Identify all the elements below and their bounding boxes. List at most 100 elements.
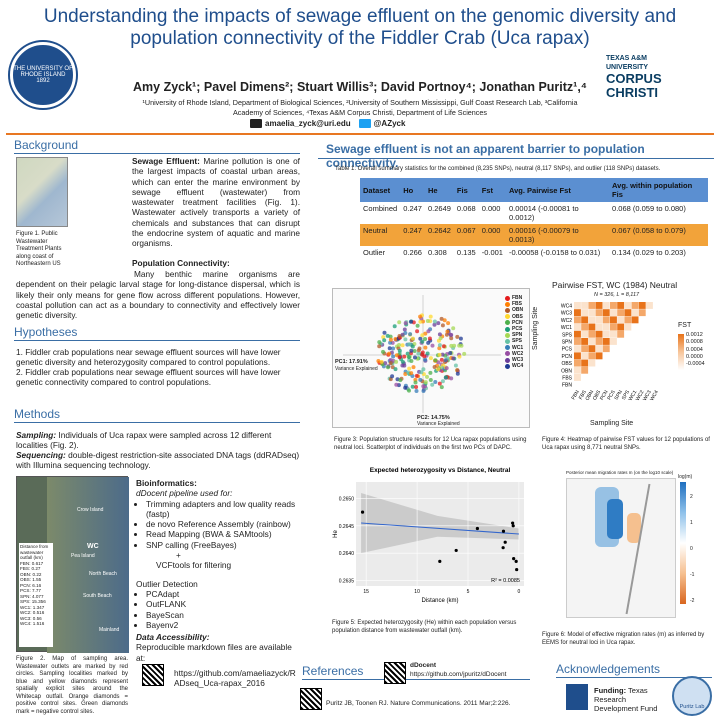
pca-point: [394, 359, 399, 364]
logo-line3: CORPUS: [606, 71, 662, 86]
pca-point: [391, 346, 396, 351]
pca-point: [438, 336, 443, 341]
table-cell: 0.135: [456, 248, 476, 257]
affiliations: ¹University of Rhode Island, Department …: [142, 98, 578, 117]
qr-code-ddocent[interactable]: [384, 662, 406, 684]
heatmap-row-label: FBN: [562, 383, 572, 389]
pca-point: [382, 338, 387, 343]
heatmap-row-label: PCN: [561, 354, 572, 360]
legend-label: WC3: [512, 357, 524, 364]
pca-point: [377, 340, 382, 345]
pca-point: [462, 351, 467, 356]
bio-item: SNP calling (FreeBayes): [146, 540, 300, 550]
tamucc-logo: TEXAS A&M UNIVERSITY CORPUS CHRISTI: [606, 54, 712, 100]
pca-point: [392, 324, 397, 329]
chart-title: Expected heterozygosity vs Distance, Neu…: [370, 467, 511, 474]
data-point: [501, 529, 506, 533]
heatmap-cell: [581, 345, 589, 353]
pca-point: [430, 382, 435, 387]
access-text: Reproducible markdown files are availabl…: [136, 642, 292, 663]
pca-point: [437, 381, 442, 386]
pc2-label: PC2: 14.75%: [417, 415, 450, 421]
pca-point: [381, 335, 386, 340]
heatmap-row-label: WC2: [561, 318, 572, 324]
table-header-cell: Avg. Pairwise Fst: [505, 178, 610, 202]
pca-point: [432, 319, 437, 324]
pca-point: [387, 351, 392, 356]
map-label-north-beach: North Beach: [89, 571, 117, 577]
table-header-row: Dataset Ho He Fis Fst Avg. Pairwise Fst …: [360, 178, 708, 202]
pca-point: [381, 349, 385, 354]
hypotheses-heading: Hypotheses: [14, 325, 78, 339]
data-point: [503, 540, 507, 544]
legend-label: FBN: [512, 295, 523, 301]
email-contact[interactable]: amaelia_zyck@uri.edu: [250, 119, 351, 129]
qr-code-citation[interactable]: [300, 688, 322, 710]
twitter-contact[interactable]: @AZyck: [358, 119, 405, 129]
pca-point: [452, 343, 457, 348]
data-point: [360, 510, 365, 514]
pca-point: [420, 350, 425, 355]
methods-rule: [14, 422, 300, 423]
x-tick-label: 10: [414, 589, 420, 595]
seq-body: double-digest restriction-site associate…: [16, 450, 300, 471]
pca-point: [411, 365, 416, 370]
r2-annotation: R² = 0.0085: [491, 578, 520, 584]
eems-legend-title: log(m): [678, 474, 693, 480]
pca-point: [455, 368, 460, 373]
regression-line: [361, 522, 519, 535]
funding-body: Texas Research Development Fund: [594, 686, 658, 713]
legend-swatch: [505, 295, 510, 301]
bio-sub: dDocent pipeline used for:: [136, 488, 233, 499]
twitter-icon: [358, 119, 371, 129]
bio-item: de novo Reference Assembly (rainbow): [146, 519, 300, 529]
heatmap-cell: [624, 302, 632, 309]
pca-point: [377, 344, 382, 349]
pca-legend-item: OBN: [505, 307, 523, 313]
legend-swatch: [505, 320, 510, 326]
pca-point: [420, 339, 425, 344]
bio-plus: +: [176, 550, 181, 561]
pca-point: [402, 354, 407, 359]
x-tick-label: 5: [467, 589, 470, 595]
envelope-icon: [250, 119, 262, 129]
github-link[interactable]: https://github.com/amaeliazyck/RADseq_Uc…: [174, 668, 296, 689]
x-axis-label: Distance (km): [421, 598, 458, 604]
legend-label: FBS: [512, 301, 522, 308]
heatmap-cell: [610, 330, 617, 338]
qr-code-github[interactable]: [142, 664, 164, 686]
eems-tick: 0: [690, 546, 693, 552]
heatmap-cell: [588, 345, 596, 353]
heatmap-cell: [581, 359, 589, 367]
pca-point: [410, 344, 415, 349]
y-tick-label: 0.2650: [339, 496, 355, 502]
pca-point: [388, 358, 393, 362]
table-cell: Outlier: [363, 248, 386, 257]
email-text: amaelia_zyck@uri.edu: [265, 119, 351, 128]
header-divider: [6, 133, 714, 135]
fig3-caption: Figure 3: Population structure results f…: [334, 437, 527, 451]
hypotheses-rule: [14, 340, 300, 341]
pca-point: [423, 380, 428, 385]
pca-point: [393, 337, 398, 341]
pca-point: [391, 354, 396, 359]
heatmap-cell: [595, 302, 603, 309]
heatmap-cell: [646, 302, 653, 309]
pca-point: [449, 336, 454, 341]
ddocent-link[interactable]: https://github.com/jpuritz/dDocent: [410, 671, 507, 678]
pca-point: [397, 355, 402, 360]
pca-point: [426, 329, 431, 334]
table-row: Neutral 0.247 0.2642 0.067 0.000 0.00016 (-0.…: [360, 224, 708, 246]
heatmap-cell: [574, 345, 581, 353]
legend-swatch: [505, 339, 510, 345]
he-distance-svg: Expected heterozygosity vs Distance, Neu…: [333, 467, 524, 604]
outlier-label: Outlier Detection: [136, 578, 198, 589]
pca-point: [403, 372, 408, 376]
pca-point: [415, 329, 420, 334]
uri-logo: THE UNIVERSITY OF RHODE ISLAND 1892: [10, 42, 76, 108]
table-cell: 0.00014 (-0.00081 to 0.0012): [508, 204, 579, 222]
y-tick-label: 0.2645: [339, 524, 355, 530]
heatmap-col-label: SPS: [621, 389, 632, 401]
pca-point: [441, 344, 446, 349]
distance-box: Distance from wastewater outfall (km) FB…: [19, 543, 53, 647]
